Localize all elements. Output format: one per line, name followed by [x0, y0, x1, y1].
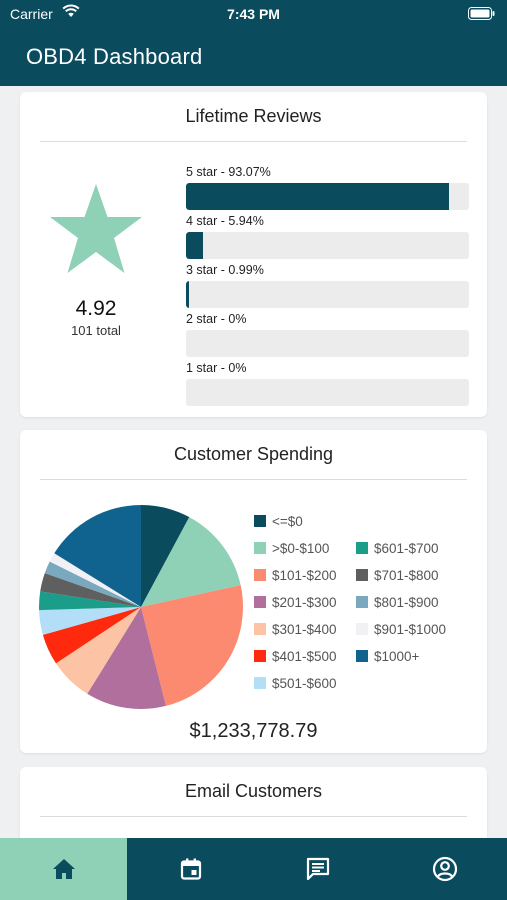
legend-label: <=$0 — [272, 514, 303, 529]
legend-label: $301-$400 — [272, 622, 337, 637]
legend-swatch — [254, 596, 266, 608]
pie-slice — [55, 607, 141, 694]
legend-label: $501-$600 — [272, 676, 337, 691]
email-customers-title: Email Customers — [40, 767, 467, 817]
legend-swatch — [254, 515, 266, 527]
rating-bar-track — [186, 281, 469, 308]
page-title: OBD4 Dashboard — [26, 44, 203, 69]
rating-bar-track — [186, 232, 469, 259]
spending-pie-chart — [39, 505, 244, 709]
status-time: 7:43 PM — [227, 6, 280, 22]
legend-label: >$0-$100 — [272, 541, 330, 556]
legend-swatch — [254, 650, 266, 662]
legend-swatch — [254, 542, 266, 554]
chat-icon — [306, 857, 329, 881]
legend-label: $201-$300 — [272, 595, 337, 610]
tab-home[interactable] — [0, 838, 127, 900]
rating-breakdown: 5 star - 93.07% 4 star - 5.94% 3 star - … — [186, 165, 469, 410]
tab-bar — [0, 838, 507, 900]
pie-slice — [49, 553, 141, 607]
star-icon — [46, 182, 146, 278]
review-count: 101 total — [71, 323, 121, 338]
legend-item: <=$0 — [254, 514, 303, 529]
rating-bar-track — [186, 183, 469, 210]
pie-slice — [141, 585, 244, 706]
rating-bar-fill — [186, 183, 450, 210]
legend-item: $601-$700 — [356, 541, 439, 556]
legend-item: $901-$1000 — [356, 622, 446, 637]
legend-label: $901-$1000 — [374, 622, 447, 637]
legend-swatch — [356, 542, 368, 554]
legend-item: $501-$600 — [254, 676, 337, 691]
rating-bar-track — [186, 330, 469, 357]
tab-calendar[interactable] — [127, 838, 254, 900]
legend-item: $201-$300 — [254, 595, 337, 610]
legend-label: $1000+ — [374, 649, 420, 664]
rating-bar-track — [186, 379, 469, 406]
rating-bar-row: 3 star - 0.99% — [186, 263, 469, 312]
rating-bar-fill — [186, 232, 203, 259]
legend-item: $801-$900 — [356, 595, 439, 610]
legend-label: $701-$800 — [374, 568, 439, 583]
wifi-icon — [62, 4, 80, 21]
battery-icon — [468, 7, 495, 23]
customer-spending-card: Customer Spending <=$0 >$0-$100 $101-$200 $… — [20, 430, 487, 753]
pie-slice — [39, 591, 141, 611]
legend-swatch — [356, 569, 368, 581]
customer-spending-title: Customer Spending — [40, 430, 467, 480]
rating-bar-label: 5 star - 93.07% — [186, 165, 271, 179]
legend-swatch — [254, 677, 266, 689]
pie-legend: <=$0 >$0-$100 $101-$200 $201-$300 $301-$400 $… — [254, 514, 474, 691]
rating-bar-label: 1 star - 0% — [186, 361, 247, 375]
tab-messages[interactable] — [254, 838, 381, 900]
spending-total: $1,233,778.79 — [189, 720, 318, 742]
legend-item: $401-$500 — [254, 649, 337, 664]
app-header: Carrier 7:43 PM OBD4 Dashboard — [0, 0, 507, 86]
rating-bar-row: 4 star - 5.94% — [186, 214, 469, 263]
average-rating: 4.92 — [75, 297, 117, 320]
pie-slice — [54, 505, 141, 607]
legend-swatch — [254, 569, 266, 581]
status-bar: Carrier 7:43 PM — [0, 0, 507, 28]
legend-swatch — [356, 650, 368, 662]
legend-label: $401-$500 — [272, 649, 337, 664]
home-icon — [52, 859, 75, 879]
pie-slice — [87, 607, 166, 709]
legend-item: >$0-$100 — [254, 541, 329, 556]
rating-bar-row: 5 star - 93.07% — [186, 165, 469, 214]
carrier-label: Carrier — [10, 6, 53, 22]
legend-item: $301-$400 — [254, 622, 337, 637]
legend-swatch — [356, 596, 368, 608]
legend-label: $801-$900 — [374, 595, 439, 610]
rating-bar-label: 2 star - 0% — [186, 312, 247, 326]
rating-bar-row: 2 star - 0% — [186, 312, 469, 361]
account-icon — [432, 856, 457, 882]
legend-swatch — [356, 623, 368, 635]
legend-item: $101-$200 — [254, 568, 337, 583]
pie-slice — [44, 561, 141, 607]
lifetime-reviews-title: Lifetime Reviews — [40, 92, 467, 142]
legend-item: $701-$800 — [356, 568, 439, 583]
pie-slice — [141, 505, 190, 607]
pie-slice — [141, 517, 241, 607]
rating-bar-label: 3 star - 0.99% — [186, 263, 264, 277]
legend-swatch — [254, 623, 266, 635]
rating-bar-label: 4 star - 5.94% — [186, 214, 264, 228]
legend-label: $101-$200 — [272, 568, 337, 583]
tab-account[interactable] — [381, 838, 507, 900]
legend-label: $601-$700 — [374, 541, 439, 556]
lifetime-reviews-card: Lifetime Reviews 4.92 101 total 5 star -… — [20, 92, 487, 417]
pie-slice — [39, 607, 141, 635]
rating-bar-fill — [186, 281, 189, 308]
legend-item: $1000+ — [356, 649, 419, 664]
calendar-icon — [180, 858, 201, 880]
pie-slice — [42, 607, 141, 664]
pie-slice — [40, 573, 141, 607]
rating-bar-row: 1 star - 0% — [186, 361, 469, 410]
